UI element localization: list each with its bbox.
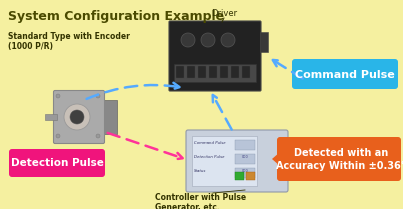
Bar — [235, 172, 244, 180]
Bar — [246, 172, 255, 180]
Bar — [235, 168, 255, 178]
FancyBboxPatch shape — [277, 137, 401, 181]
Circle shape — [181, 33, 195, 47]
Text: Detected with an
Accuracy Within ±0.36°: Detected with an Accuracy Within ±0.36° — [276, 148, 403, 171]
Polygon shape — [272, 152, 280, 166]
Bar — [101, 100, 117, 134]
Circle shape — [64, 104, 90, 130]
Text: Detection Pulse: Detection Pulse — [10, 158, 104, 168]
Text: Standard Type with Encoder
(1000 P/R): Standard Type with Encoder (1000 P/R) — [8, 32, 130, 51]
Text: Command Pulse: Command Pulse — [194, 141, 226, 145]
Bar — [235, 154, 255, 164]
FancyBboxPatch shape — [169, 21, 261, 91]
Bar — [231, 66, 239, 78]
FancyBboxPatch shape — [54, 90, 104, 144]
FancyBboxPatch shape — [186, 130, 288, 192]
Text: Command Pulse: Command Pulse — [295, 70, 395, 79]
Bar — [209, 66, 217, 78]
FancyBboxPatch shape — [292, 59, 398, 89]
Bar — [192, 136, 257, 186]
Bar — [198, 66, 206, 78]
Circle shape — [70, 110, 84, 124]
Bar — [235, 140, 255, 150]
FancyBboxPatch shape — [9, 149, 105, 177]
Text: Driver: Driver — [211, 9, 237, 18]
Bar — [45, 114, 57, 120]
Text: 000: 000 — [242, 169, 248, 173]
Bar — [174, 64, 256, 82]
Text: Status: Status — [194, 169, 206, 173]
Bar — [176, 66, 184, 78]
Text: Detection Pulse: Detection Pulse — [194, 155, 224, 159]
Text: 000: 000 — [242, 155, 248, 159]
Circle shape — [96, 134, 100, 138]
Circle shape — [96, 94, 100, 98]
Text: Controller with Pulse
Generator, etc.: Controller with Pulse Generator, etc. — [155, 193, 246, 209]
Circle shape — [221, 33, 235, 47]
Circle shape — [201, 33, 215, 47]
Bar — [220, 66, 228, 78]
Text: System Configuration Example: System Configuration Example — [8, 10, 224, 23]
Bar — [187, 66, 195, 78]
Circle shape — [56, 94, 60, 98]
Bar — [242, 66, 250, 78]
Circle shape — [56, 134, 60, 138]
Bar — [260, 32, 268, 52]
